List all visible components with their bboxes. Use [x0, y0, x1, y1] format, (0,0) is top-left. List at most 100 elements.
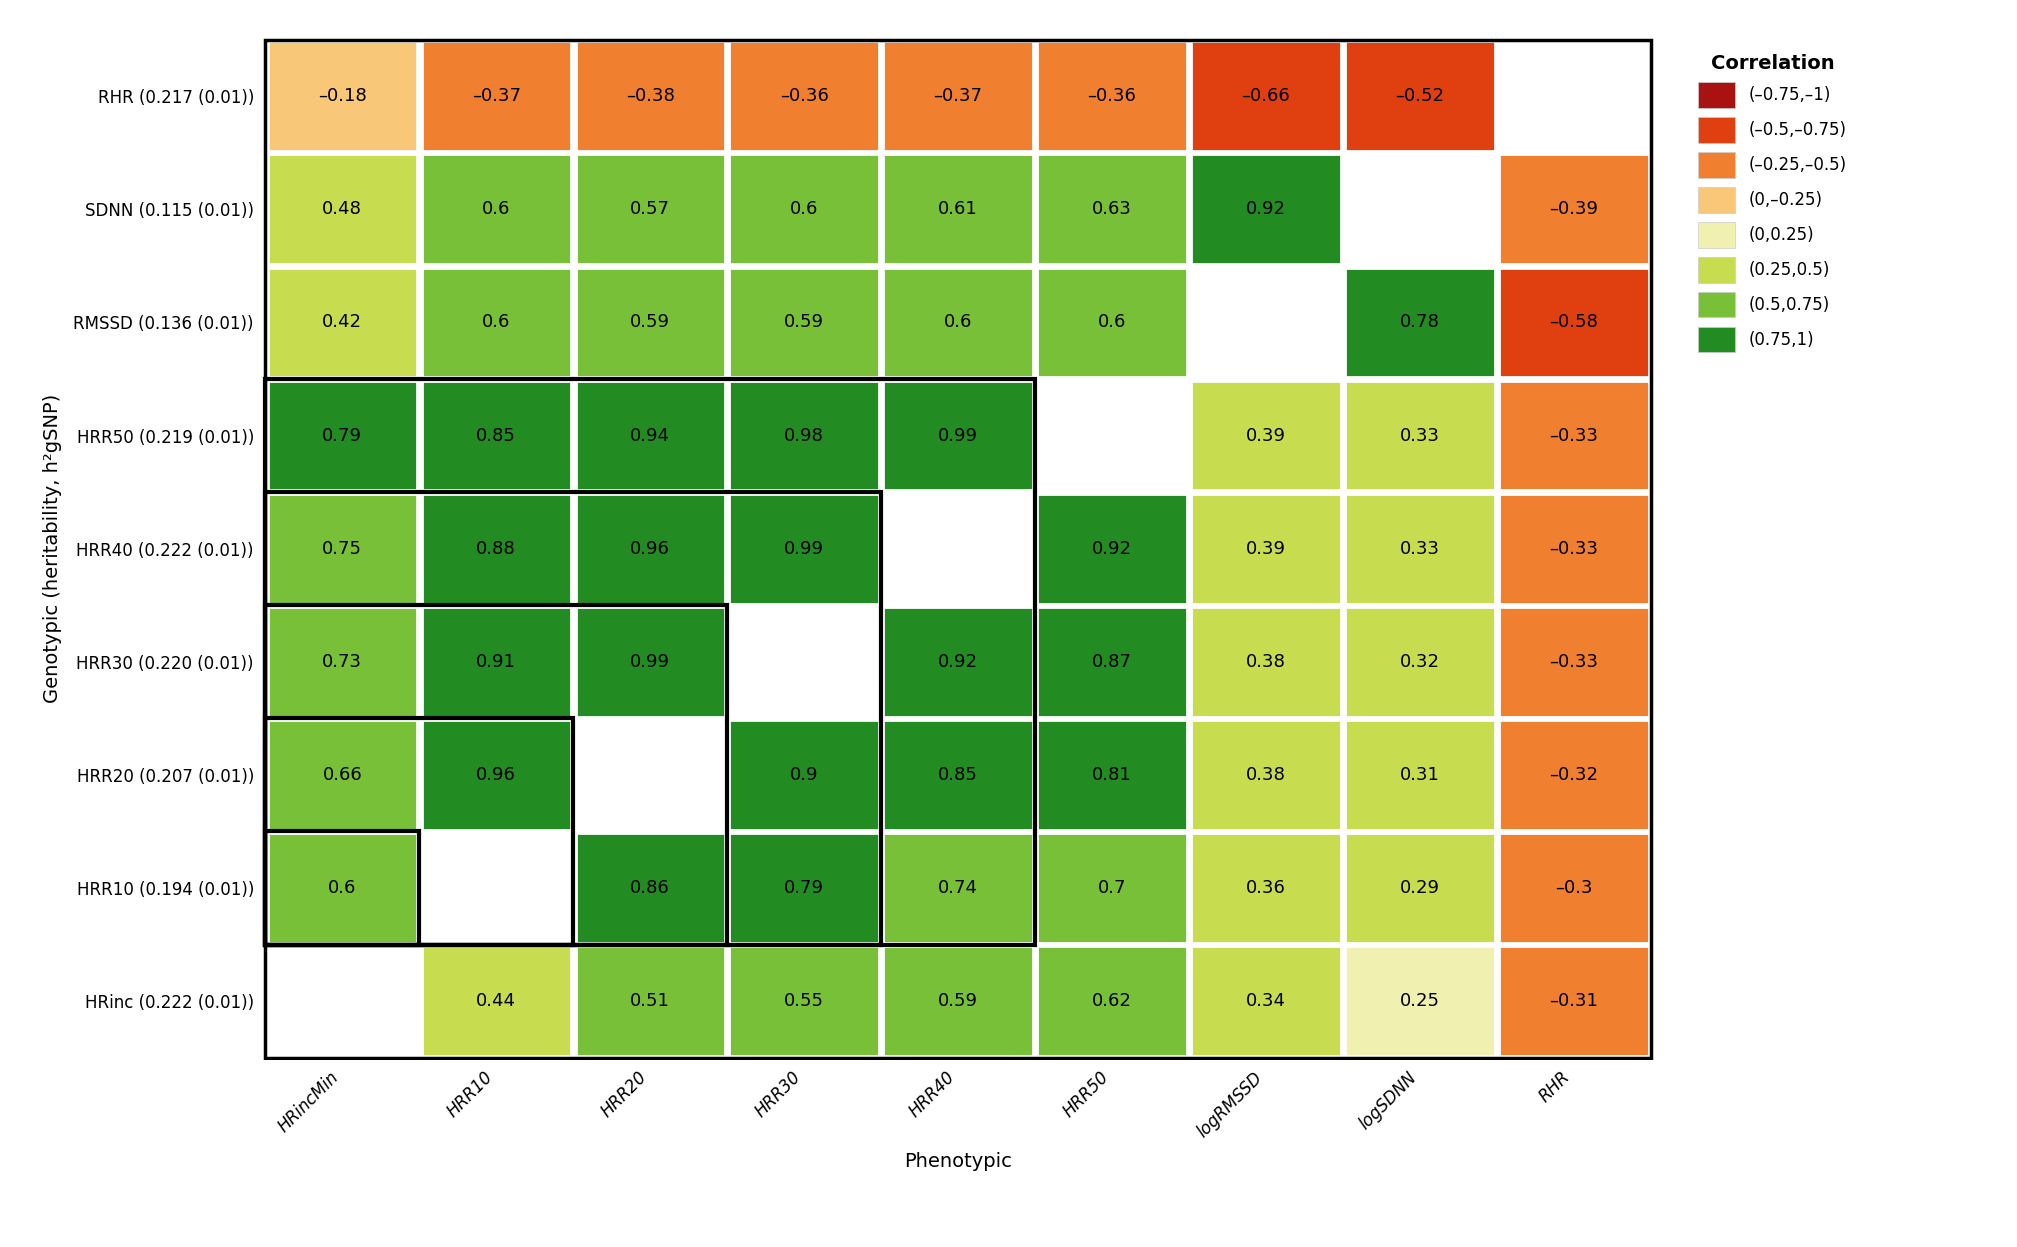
Bar	[730, 380, 879, 490]
Bar	[575, 268, 724, 378]
Bar	[1345, 833, 1495, 943]
Bar	[268, 380, 418, 490]
Bar	[266, 605, 728, 944]
Bar	[266, 493, 881, 944]
Bar	[422, 494, 571, 604]
Bar	[730, 155, 879, 264]
Bar	[1345, 720, 1495, 829]
Text: 0.73: 0.73	[323, 652, 363, 671]
Text: 0.38: 0.38	[1247, 766, 1287, 784]
Text: 0.55: 0.55	[785, 993, 825, 1010]
Text: 0.92: 0.92	[938, 652, 978, 671]
Text: 0.6: 0.6	[1097, 313, 1125, 332]
Bar	[883, 268, 1033, 378]
Text: 0.33: 0.33	[1400, 540, 1440, 557]
Bar	[883, 946, 1033, 1056]
Text: 0.31: 0.31	[1400, 766, 1440, 784]
Bar	[1345, 946, 1495, 1056]
Text: 0.29: 0.29	[1400, 879, 1440, 897]
Bar	[730, 720, 879, 829]
Bar	[1037, 607, 1186, 717]
Bar	[1192, 607, 1341, 717]
Bar	[730, 946, 879, 1056]
Text: –0.3: –0.3	[1555, 879, 1593, 897]
Text: –0.33: –0.33	[1549, 426, 1597, 445]
Text: –0.52: –0.52	[1396, 87, 1444, 105]
Text: –0.58: –0.58	[1549, 313, 1597, 332]
Bar	[268, 946, 418, 1056]
Text: –0.36: –0.36	[781, 87, 829, 105]
Bar	[1345, 380, 1495, 490]
Bar	[1192, 155, 1341, 264]
Text: 0.51: 0.51	[629, 993, 670, 1010]
Bar	[575, 380, 724, 490]
Text: 0.94: 0.94	[629, 426, 670, 445]
Bar	[422, 380, 571, 490]
Bar	[1345, 268, 1495, 378]
Text: –0.39: –0.39	[1549, 201, 1597, 218]
Bar	[268, 607, 418, 717]
Bar	[422, 833, 571, 943]
Bar	[1499, 494, 1648, 604]
Text: 0.96: 0.96	[629, 540, 670, 557]
Text: 0.63: 0.63	[1091, 201, 1132, 218]
Bar	[1499, 607, 1648, 717]
Bar	[1192, 268, 1341, 378]
Legend: (–0.75,–1), (–0.5,–0.75), (–0.25,–0.5), (0,–0.25), (0,0.25), (0.25,0.5), (0.5,0.: (–0.75,–1), (–0.5,–0.75), (–0.25,–0.5), …	[1690, 46, 1856, 360]
Text: 0.62: 0.62	[1091, 993, 1132, 1010]
Bar	[1037, 155, 1186, 264]
Y-axis label: Genotypic (heritability, h²gSNP): Genotypic (heritability, h²gSNP)	[42, 394, 63, 703]
Text: 0.57: 0.57	[629, 201, 670, 218]
Text: 0.81: 0.81	[1091, 766, 1132, 784]
Text: –0.37: –0.37	[934, 87, 982, 105]
Text: –0.36: –0.36	[1087, 87, 1136, 105]
Text: 0.99: 0.99	[938, 426, 978, 445]
Text: 0.88: 0.88	[476, 540, 516, 557]
Bar	[883, 41, 1033, 151]
Bar	[268, 494, 418, 604]
Text: 0.34: 0.34	[1247, 993, 1287, 1010]
Text: 0.92: 0.92	[1247, 201, 1287, 218]
Bar	[575, 494, 724, 604]
Bar	[1499, 41, 1648, 151]
Bar	[268, 155, 418, 264]
Bar	[1192, 41, 1341, 151]
Bar	[575, 833, 724, 943]
Bar	[422, 41, 571, 151]
Bar	[1037, 720, 1186, 829]
Bar	[1192, 720, 1341, 829]
Bar	[1345, 41, 1495, 151]
Text: –0.32: –0.32	[1549, 766, 1597, 784]
Bar	[883, 833, 1033, 943]
Text: 0.39: 0.39	[1247, 540, 1287, 557]
Text: 0.61: 0.61	[938, 201, 978, 218]
Bar	[268, 720, 418, 829]
Text: 0.79: 0.79	[785, 879, 825, 897]
Text: 0.75: 0.75	[323, 540, 363, 557]
Bar	[575, 720, 724, 829]
Bar	[422, 155, 571, 264]
Bar	[883, 494, 1033, 604]
Text: 0.66: 0.66	[323, 766, 363, 784]
Text: 0.99: 0.99	[785, 540, 825, 557]
Bar	[268, 41, 418, 151]
Text: 0.9: 0.9	[791, 766, 819, 784]
Bar	[730, 607, 879, 717]
Bar	[575, 41, 724, 151]
Text: 0.87: 0.87	[1091, 652, 1132, 671]
Bar	[266, 718, 573, 944]
Bar	[422, 720, 571, 829]
Text: 0.59: 0.59	[629, 313, 670, 332]
Text: 0.6: 0.6	[482, 313, 510, 332]
Text: 0.6: 0.6	[329, 879, 357, 897]
Text: 0.7: 0.7	[1097, 879, 1125, 897]
Bar	[1345, 494, 1495, 604]
Bar	[883, 380, 1033, 490]
Bar	[1037, 380, 1186, 490]
Text: 0.79: 0.79	[323, 426, 363, 445]
Bar	[1037, 268, 1186, 378]
Bar	[266, 832, 420, 944]
Text: 0.59: 0.59	[785, 313, 825, 332]
Bar	[1499, 155, 1648, 264]
Text: 0.6: 0.6	[791, 201, 819, 218]
